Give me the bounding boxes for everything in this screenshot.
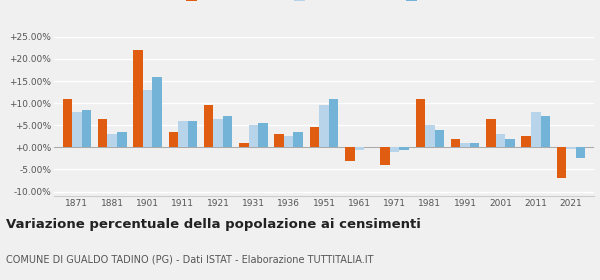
Bar	[178, 121, 188, 147]
Bar	[169, 132, 178, 147]
Bar	[223, 116, 232, 147]
Bar	[117, 132, 127, 147]
Text: COMUNE DI GUALDO TADINO (PG) - Dati ISTAT - Elaborazione TUTTITALIA.IT: COMUNE DI GUALDO TADINO (PG) - Dati ISTA…	[6, 255, 373, 265]
Bar	[214, 119, 223, 147]
Bar	[390, 147, 400, 152]
Bar	[425, 125, 434, 147]
Bar	[345, 147, 355, 161]
Bar	[72, 112, 82, 147]
Bar	[293, 132, 303, 147]
Bar	[355, 147, 364, 150]
Bar	[416, 99, 425, 147]
Bar	[496, 134, 505, 147]
Bar	[531, 112, 541, 147]
Bar	[460, 143, 470, 147]
Bar	[82, 110, 91, 147]
Bar	[133, 50, 143, 147]
Bar	[284, 136, 293, 147]
Bar	[451, 139, 460, 147]
Text: Variazione percentuale della popolazione ai censimenti: Variazione percentuale della popolazione…	[6, 218, 421, 231]
Bar	[239, 143, 248, 147]
Bar	[248, 125, 258, 147]
Bar	[576, 147, 586, 158]
Bar	[310, 127, 319, 147]
Bar	[380, 147, 390, 165]
Bar	[143, 90, 152, 147]
Bar	[274, 134, 284, 147]
Bar	[329, 99, 338, 147]
Bar	[107, 134, 117, 147]
Bar	[470, 143, 479, 147]
Bar	[204, 105, 214, 147]
Bar	[434, 130, 444, 147]
Bar	[557, 147, 566, 178]
Bar	[566, 147, 576, 149]
Bar	[486, 119, 496, 147]
Bar	[62, 99, 72, 147]
Bar	[258, 123, 268, 147]
Bar	[188, 121, 197, 147]
Bar	[319, 105, 329, 147]
Legend: Gualdo Tadino, Provincia di PG, Umbria: Gualdo Tadino, Provincia di PG, Umbria	[181, 0, 467, 6]
Bar	[541, 116, 550, 147]
Bar	[98, 119, 107, 147]
Bar	[152, 77, 162, 147]
Bar	[521, 136, 531, 147]
Bar	[505, 139, 515, 147]
Bar	[400, 147, 409, 150]
